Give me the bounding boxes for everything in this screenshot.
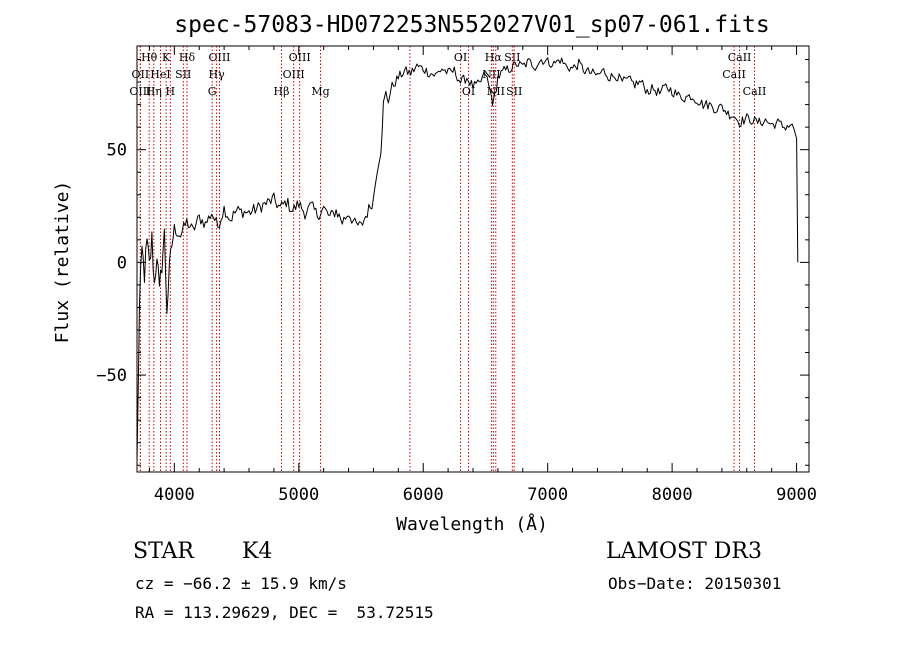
x-tick-label: 6000 xyxy=(403,485,444,505)
line-label-6: H xyxy=(166,85,176,98)
coordinates: RA = 113.29629, DEC = 53.72515 xyxy=(135,603,434,622)
line-label-11: G xyxy=(208,85,217,98)
x-tick-label: 9000 xyxy=(776,485,817,505)
series-layer xyxy=(136,57,799,462)
line-label-17: OI xyxy=(454,51,467,64)
line-label-22: SII xyxy=(504,51,520,64)
flux-series-line xyxy=(136,57,799,462)
y-axis-label: Flux (relative) xyxy=(52,181,73,344)
line-label-26: CaII xyxy=(743,85,767,98)
x-tick-label: 8000 xyxy=(652,485,693,505)
line-label-23: SII xyxy=(506,85,522,98)
line-label-0: Hθ xyxy=(141,51,158,64)
x-axis-label: Wavelength (Å) xyxy=(396,513,548,535)
line-label-5: K xyxy=(162,51,171,64)
line-label-12: Hβ xyxy=(274,85,290,98)
y-tick-label: 0 xyxy=(117,253,127,273)
line-label-10: Hγ xyxy=(209,68,226,81)
line-label-14: OIII xyxy=(289,51,311,64)
object-class: STAR xyxy=(133,539,194,564)
y-tick-label: 50 xyxy=(107,141,127,161)
line-label-7: SII xyxy=(175,68,191,81)
line-label-13: OIII xyxy=(283,68,305,81)
x-tick-label: 4000 xyxy=(154,485,195,505)
chart-title: spec-57083-HD072253N552027V01_sp07-061.f… xyxy=(174,12,769,38)
line-label-2: OIII xyxy=(129,85,151,98)
y-tick-label: −50 xyxy=(96,366,127,386)
line-label-9: OIII xyxy=(208,51,230,64)
line-label-25: CaII xyxy=(728,51,752,64)
survey-name: LAMOST DR3 xyxy=(606,539,762,564)
line-label-8: Hδ xyxy=(179,51,196,64)
observation-date: Obs−Date: 20150301 xyxy=(608,574,782,593)
plot-frame xyxy=(136,45,810,473)
axes-layer: 4000 5000 6000 7000 8000 9000 −50 0 50 xyxy=(96,46,817,505)
line-label-18: OI xyxy=(462,85,475,98)
line-label-20: Hα xyxy=(485,51,503,64)
x-tick-label: 5000 xyxy=(278,485,319,505)
spectral-subclass: K4 xyxy=(242,539,273,564)
x-tick-label: 7000 xyxy=(527,485,568,505)
line-label-4: Hη xyxy=(146,85,162,98)
redshift-cz: cz = −66.2 ± 15.9 km/s xyxy=(135,574,347,593)
line-label-24: CaII xyxy=(722,68,746,81)
line-label-15: Mg xyxy=(311,85,329,98)
